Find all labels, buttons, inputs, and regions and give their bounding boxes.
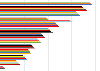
Bar xyxy=(0,62,18,63)
Bar xyxy=(0,9,86,10)
Bar xyxy=(0,19,48,20)
Bar xyxy=(0,32,53,33)
Bar xyxy=(0,44,31,45)
Bar xyxy=(0,29,50,30)
Bar xyxy=(0,68,5,69)
Bar xyxy=(0,24,57,25)
Bar xyxy=(0,10,87,11)
Bar xyxy=(0,33,41,34)
Bar xyxy=(0,60,16,61)
Bar xyxy=(0,36,44,37)
Bar xyxy=(0,55,23,56)
Bar xyxy=(0,53,31,54)
Bar xyxy=(0,17,46,18)
Bar xyxy=(0,22,55,23)
Bar xyxy=(0,26,59,27)
Bar xyxy=(0,25,58,26)
Bar xyxy=(0,58,26,59)
Bar xyxy=(0,47,34,48)
Bar xyxy=(0,8,84,9)
Bar xyxy=(0,4,92,5)
Bar xyxy=(0,59,27,60)
Bar xyxy=(0,40,39,41)
Bar xyxy=(0,1,90,2)
Bar xyxy=(0,0,89,1)
Bar xyxy=(0,39,38,40)
Bar xyxy=(0,23,56,24)
Bar xyxy=(0,45,32,46)
Bar xyxy=(0,6,82,7)
Bar xyxy=(0,11,76,12)
Bar xyxy=(0,70,7,71)
Bar xyxy=(0,56,24,57)
Bar xyxy=(0,34,42,35)
Bar xyxy=(0,2,90,3)
Bar xyxy=(0,41,40,42)
Bar xyxy=(0,20,70,21)
Bar xyxy=(0,66,3,67)
Bar xyxy=(0,38,37,39)
Bar xyxy=(0,49,28,50)
Bar xyxy=(0,63,19,64)
Bar xyxy=(0,12,77,13)
Bar xyxy=(0,28,48,29)
Bar xyxy=(0,13,78,14)
Bar xyxy=(0,61,17,62)
Bar xyxy=(0,57,25,58)
Bar xyxy=(0,37,45,38)
Bar xyxy=(0,42,41,43)
Bar xyxy=(0,15,80,16)
Bar xyxy=(0,69,6,70)
Bar xyxy=(0,14,79,15)
Bar xyxy=(0,51,30,52)
Bar xyxy=(0,64,20,65)
Bar xyxy=(0,52,30,53)
Bar xyxy=(0,67,4,68)
Bar xyxy=(0,48,35,49)
Bar xyxy=(0,3,91,4)
Bar xyxy=(0,50,29,51)
Bar xyxy=(0,7,83,8)
Bar xyxy=(0,18,47,19)
Bar xyxy=(0,30,50,31)
Bar xyxy=(0,31,51,32)
Bar xyxy=(0,46,33,47)
Bar xyxy=(0,21,72,22)
Bar xyxy=(0,35,43,36)
